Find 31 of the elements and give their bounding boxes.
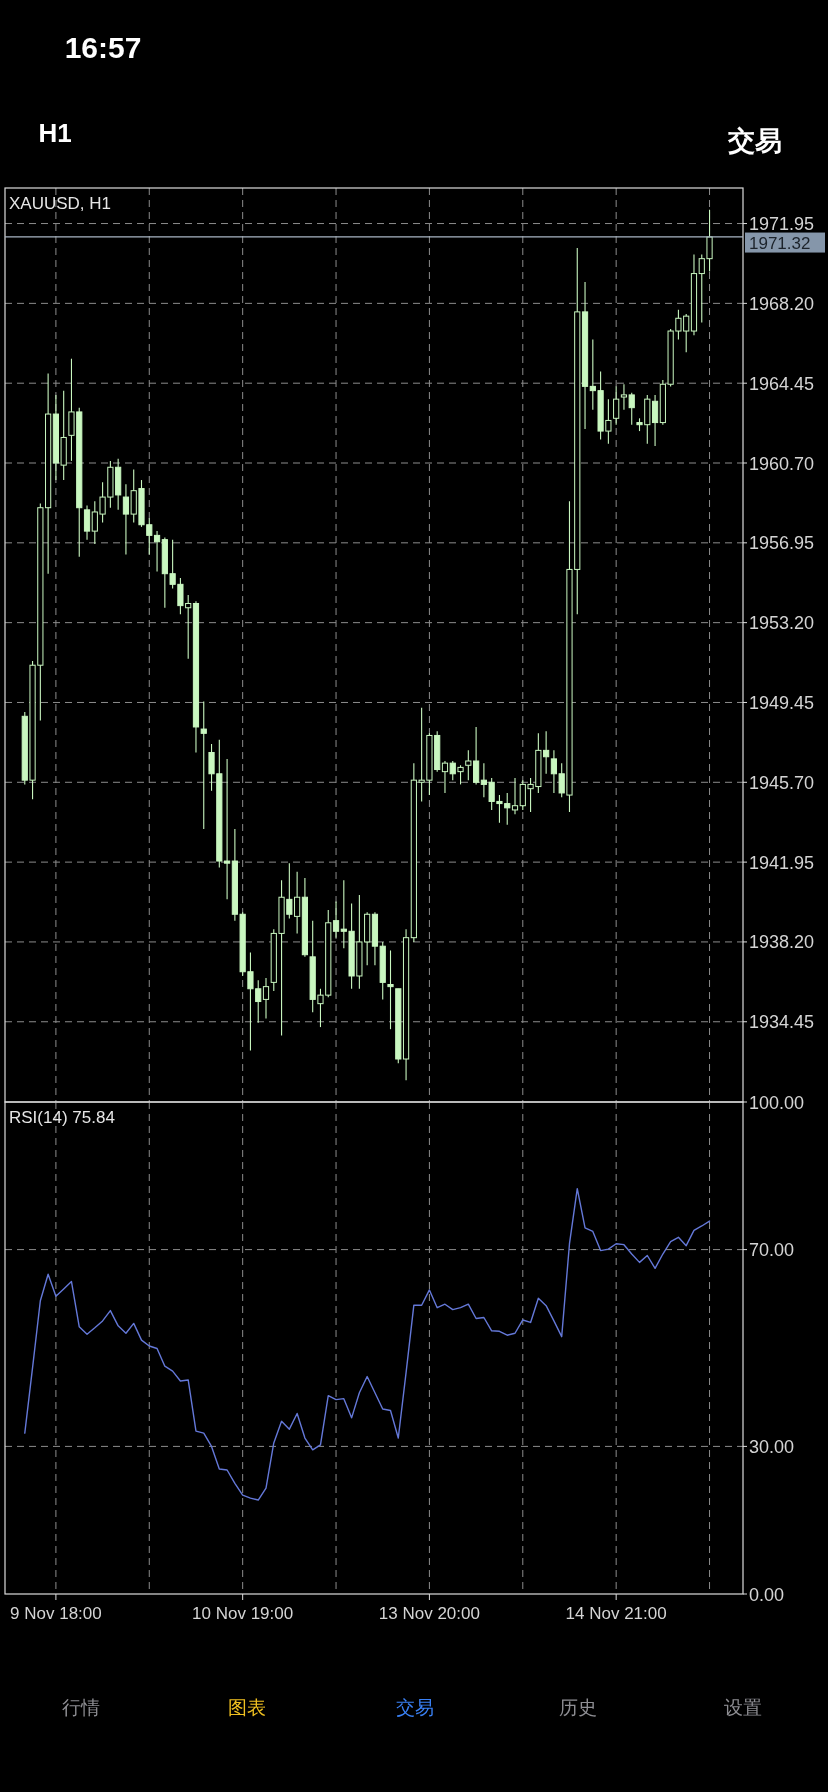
- y-tick-label: 100.00: [749, 1092, 805, 1113]
- y-tick-label: 1964.45: [749, 373, 815, 394]
- y-tick-label: 1938.20: [749, 932, 815, 953]
- y-tick-label: 1941.95: [749, 852, 815, 873]
- y-tick-label: 1971.95: [749, 214, 815, 235]
- text: 历史: [559, 1697, 597, 1718]
- y-tick-label: 70.00: [749, 1240, 795, 1261]
- text: 交易: [727, 126, 782, 156]
- y-tick-label: 1953.20: [749, 613, 815, 634]
- text: 交易: [396, 1697, 434, 1718]
- y-tick-label: 1934.45: [749, 1012, 815, 1033]
- y-tick-label: 1956.95: [749, 533, 815, 554]
- x-tick-label: 9 Nov 18:00: [10, 1604, 102, 1623]
- text: 图表: [228, 1697, 266, 1718]
- y-tick-label: 1949.45: [749, 692, 815, 713]
- text: 行情: [62, 1697, 100, 1718]
- text: 16:57: [64, 31, 142, 64]
- y-tick-label: 1960.70: [749, 453, 815, 474]
- y-tick-label: 1968.20: [749, 293, 815, 314]
- y-tick-label: 1945.70: [749, 772, 815, 793]
- y-tick-label: 30.00: [749, 1436, 795, 1457]
- ref-line-label: 1971.32: [749, 233, 811, 253]
- x-tick-label: 14 Nov 21:00: [565, 1604, 667, 1623]
- chart-title: XAUUSD, H1: [9, 194, 112, 213]
- x-tick-label: 10 Nov 19:00: [192, 1604, 294, 1623]
- chart-title: RSI(14) 75.84: [9, 1108, 115, 1127]
- text: H1: [38, 118, 72, 148]
- text: 设置: [724, 1697, 762, 1718]
- y-tick-label: 0.00: [749, 1584, 785, 1605]
- line-series: [24, 1187, 711, 1501]
- x-tick-label: 13 Nov 20:00: [378, 1604, 480, 1623]
